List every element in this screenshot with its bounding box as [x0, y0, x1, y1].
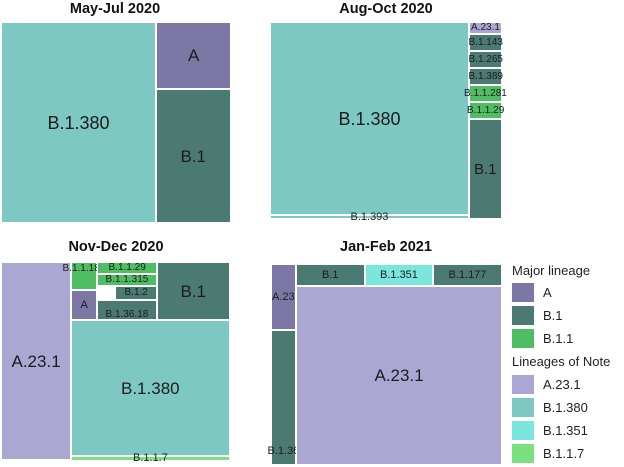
- treemap-tile-a-23-1: A.23.1: [1, 262, 71, 460]
- treemap-tile-label: B.1.1.7: [133, 452, 168, 464]
- treemap-tile-b-1-1-315: B.1.1.315: [97, 274, 157, 286]
- treemap-tile-b-1-36: B.1.36: [268, 330, 299, 465]
- treemap-tile-label: A: [80, 298, 88, 311]
- treemap-tile-label: B.1.36.18: [105, 309, 149, 320]
- treemap-tile-b-1-143: B.1.143: [468, 34, 503, 51]
- treemap-tile-a-23-1: A.23.1: [469, 22, 502, 34]
- legend-major-heading: Major lineage: [512, 263, 591, 278]
- treemap-tile-label: B.1.36: [267, 445, 300, 457]
- treemap-tile-b-1-380: B.1.380: [71, 320, 230, 456]
- legend-label-b-1-1-7: B.1.1.7: [543, 446, 585, 461]
- treemap-tile-a-23: A.23: [271, 264, 296, 330]
- legend-swatch-b-1: [512, 306, 534, 325]
- treemap-tile-a-23-1: A.23.1: [296, 286, 502, 465]
- treemap-tile-label: B.1: [474, 160, 497, 178]
- treemap-tile-b-1-36-18: B.1.36.18: [97, 300, 157, 320]
- legend-label-b-1: B.1: [543, 308, 563, 323]
- treemap-tile-b-1-1-29: B.1.1.29: [97, 262, 157, 274]
- treemap-tile-label: B.1.380: [121, 378, 180, 398]
- treemap-tile-label: B.1.393: [350, 210, 389, 223]
- treemap-tile-label: A.23.1: [374, 366, 424, 385]
- legend-swatch-b-1-351: [512, 421, 534, 440]
- treemap-tile-label: B.1.2: [124, 287, 148, 298]
- treemap-tile-label: B.1.1.315: [105, 274, 149, 285]
- treemap-tile-label: B.1.1.281: [464, 87, 507, 99]
- treemap-tile-b-1-393: B.1.393: [270, 211, 469, 222]
- panel-title-nov-dec-2020: Nov-Dec 2020: [68, 239, 164, 255]
- treemap-tile-label: B.1.1.29: [467, 104, 505, 116]
- treemap-tile-b-1-265: B.1.265: [468, 51, 503, 68]
- treemap-tile-b-1-380: B.1.380: [1, 22, 156, 223]
- treemap-tile-b-1-1-29: B.1.1.29: [467, 102, 505, 119]
- legend-label-b-1-351: B.1.351: [543, 423, 588, 438]
- legend-swatch-a-23-1: [512, 375, 534, 394]
- treemap-tile-b-1-1-7: B.1.1.7: [71, 452, 230, 464]
- panel-title-aug-oct-2020: Aug-Oct 2020: [339, 1, 433, 17]
- legend-swatch-a: [512, 283, 534, 302]
- treemap-tile-label: A.23: [272, 290, 295, 303]
- legend-label-a: A: [543, 285, 552, 300]
- treemap-tile-label: A.23.1: [471, 22, 500, 33]
- treemap-tile-label: A: [188, 46, 200, 65]
- treemap-tile-label: A.23.1: [11, 351, 61, 371]
- treemap-tile-label: B.1: [322, 268, 339, 281]
- treemap-tile-b-1-380: B.1.380: [270, 22, 469, 215]
- treemap-tile-label: B.1.1.29: [108, 262, 146, 273]
- treemap-tile-label: B.1.265: [468, 53, 503, 65]
- legend-note-heading: Lineages of Note: [512, 354, 611, 369]
- treemap-tile-label: B.1: [180, 146, 207, 166]
- legend-label-b-1-1: B.1.1: [543, 331, 574, 346]
- treemap-tile-b-1-351: B.1.351: [365, 264, 433, 286]
- treemap-tile-a: A: [156, 22, 231, 89]
- treemap-tile-label: B.1.177: [448, 268, 487, 281]
- treemap-tile-a: A: [71, 290, 97, 320]
- treemap-tile-b-1-177: B.1.177: [433, 264, 502, 286]
- panel-title-may-jul-2020: May-Jul 2020: [69, 1, 161, 17]
- legend-swatch-b-1-1-7: [512, 444, 534, 463]
- treemap-tile-label: B.1.380: [47, 112, 110, 133]
- treemap-tile-b-1: B.1: [296, 264, 365, 286]
- treemap-tile-label: B.1: [180, 281, 207, 301]
- treemap-tile-b-1-1-281: B.1.1.281: [464, 85, 507, 102]
- legend-label-a-23-1: A.23.1: [543, 377, 581, 392]
- treemap-tile-b-1-389: B.1.389: [468, 68, 503, 85]
- treemap-tile-label: B.1.389: [468, 70, 503, 82]
- legend-swatch-b-1-380: [512, 398, 534, 417]
- treemap-tile-label: B.1.1.186: [62, 263, 106, 274]
- treemap-tile-b-1: B.1: [157, 262, 230, 320]
- panel-title-jan-feb-2021: Jan-Feb 2021: [340, 239, 432, 255]
- treemap-tile-label: B.1.351: [380, 268, 418, 281]
- treemap-tile-b-1-2: B.1.2: [115, 286, 157, 300]
- treemap-tile-label: B.1.380: [338, 108, 401, 129]
- legend-swatch-b-1-1: [512, 329, 534, 348]
- legend-label-b-1-380: B.1.380: [543, 400, 588, 415]
- treemap-tile-label: B.1.143: [468, 36, 503, 48]
- treemap-tile-b-1: B.1: [156, 89, 231, 223]
- treemap-tile-b-1-1-186: B.1.1.186: [63, 262, 105, 290]
- treemap-tile-b-1: B.1: [469, 119, 502, 219]
